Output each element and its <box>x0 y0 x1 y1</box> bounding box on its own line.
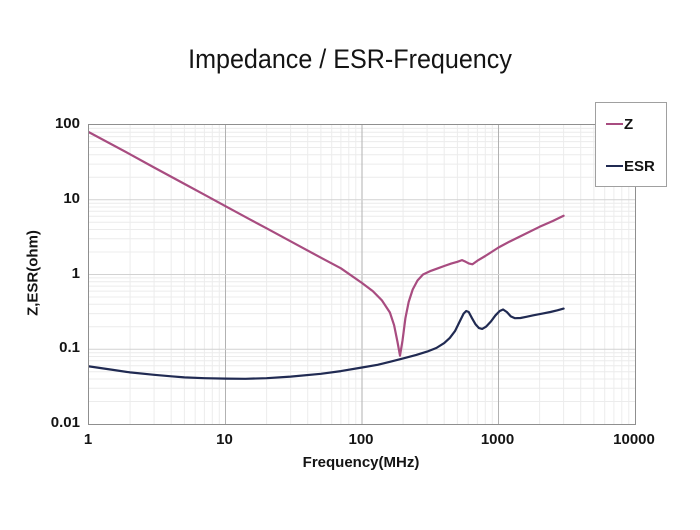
x-tick-label: 100 <box>348 431 374 448</box>
y-tick-label: 100 <box>54 115 80 132</box>
legend-label-z: Z <box>624 115 634 133</box>
x-tick-label: 1000 <box>480 431 515 448</box>
legend-item-esr: ESR <box>606 156 666 176</box>
z-line-swatch <box>606 123 623 125</box>
x-axis-label: Frequency(MHz) <box>302 454 420 471</box>
legend-label-esr: ESR <box>624 157 655 175</box>
legend-item-z: Z <box>606 114 666 134</box>
plot-area <box>88 124 636 425</box>
esr-line-swatch <box>606 165 623 167</box>
x-tick-label: 10 <box>216 431 233 448</box>
x-tick-label: 10000 <box>613 431 655 448</box>
x-tick-label: 1 <box>83 431 93 448</box>
page-title: Impedance / ESR-Frequency <box>188 44 512 74</box>
plot-svg <box>89 125 635 424</box>
y-tick-label: 10 <box>63 189 80 207</box>
y-tick-label: 0.01 <box>50 414 80 431</box>
legend: Z ESR <box>595 102 667 187</box>
y-tick-label: 1 <box>71 264 80 282</box>
y-tick-label: 0.1 <box>59 339 80 357</box>
